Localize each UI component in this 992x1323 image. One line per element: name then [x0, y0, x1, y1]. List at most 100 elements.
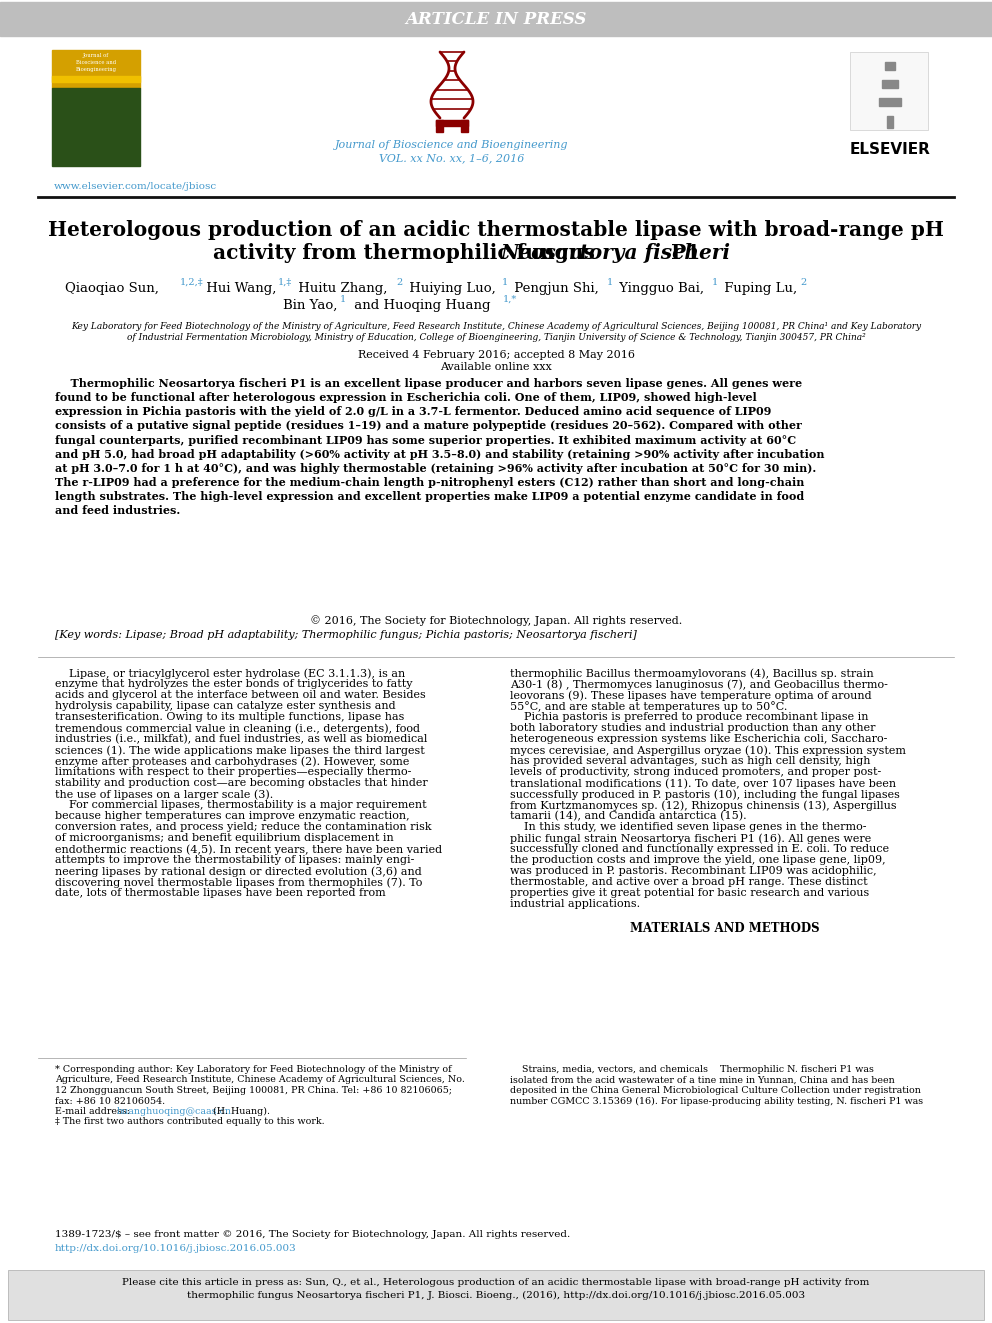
Text: tremendous commercial value in cleaning (i.e., detergents), food: tremendous commercial value in cleaning … — [55, 722, 420, 733]
Text: properties give it great potential for basic research and various: properties give it great potential for b… — [510, 888, 869, 898]
Bar — [885, 62, 895, 70]
Text: © 2016, The Society for Biotechnology, Japan. All rights reserved.: © 2016, The Society for Biotechnology, J… — [310, 615, 682, 626]
Text: ARTICLE IN PRESS: ARTICLE IN PRESS — [406, 11, 586, 28]
Text: Hui Wang,: Hui Wang, — [202, 282, 277, 295]
Bar — [879, 98, 901, 106]
Text: 2: 2 — [800, 278, 806, 287]
Text: VOL. xx No. xx, 1–6, 2016: VOL. xx No. xx, 1–6, 2016 — [379, 153, 525, 163]
Text: For commercial lipases, thermostability is a major requirement: For commercial lipases, thermostability … — [55, 800, 427, 810]
Text: thermophilic Bacillus thermoamylovorans (4), Bacillus sp. strain: thermophilic Bacillus thermoamylovorans … — [510, 668, 874, 679]
Text: ‡ The first two authors contributed equally to this work.: ‡ The first two authors contributed equa… — [55, 1118, 324, 1126]
Text: date, lots of thermostable lipases have been reported from: date, lots of thermostable lipases have … — [55, 888, 386, 898]
Text: A30-1 (8) , Thermomyces lanuginosus (7), and Geobacillus thermo-: A30-1 (8) , Thermomyces lanuginosus (7),… — [510, 679, 888, 689]
Text: http://dx.doi.org/10.1016/j.jbiosc.2016.05.003: http://dx.doi.org/10.1016/j.jbiosc.2016.… — [55, 1244, 297, 1253]
Text: 1: 1 — [502, 278, 508, 287]
Text: because higher temperatures can improve enzymatic reaction,: because higher temperatures can improve … — [55, 811, 410, 822]
Text: endothermic reactions (4,5). In recent years, there have been varied: endothermic reactions (4,5). In recent y… — [55, 844, 442, 855]
Text: www.elsevier.com/locate/jbiosc: www.elsevier.com/locate/jbiosc — [54, 183, 217, 191]
Text: both laboratory studies and industrial production than any other: both laboratory studies and industrial p… — [510, 722, 876, 733]
Text: tamarii (14), and Candida antarctica (15).: tamarii (14), and Candida antarctica (15… — [510, 811, 747, 822]
Text: 1,2,‡: 1,2,‡ — [180, 278, 203, 287]
Text: Journal of: Journal of — [83, 53, 109, 58]
Text: 1,‡: 1,‡ — [278, 278, 293, 287]
Text: MATERIALS AND METHODS: MATERIALS AND METHODS — [630, 922, 819, 935]
Text: hydrolysis capability, lipase can catalyze ester synthesis and: hydrolysis capability, lipase can cataly… — [55, 701, 396, 710]
Text: activity from thermophilic fungus: activity from thermophilic fungus — [213, 243, 602, 263]
Text: industrial applications.: industrial applications. — [510, 900, 640, 909]
Text: limitations with respect to their properties—especially thermo-: limitations with respect to their proper… — [55, 767, 412, 777]
Text: thermophilic fungus Neosartorya fischeri P1, J. Biosci. Bioeng., (2016), http://: thermophilic fungus Neosartorya fischeri… — [186, 1291, 806, 1301]
Text: neering lipases by rational design or directed evolution (3,6) and: neering lipases by rational design or di… — [55, 867, 422, 877]
Bar — [882, 79, 898, 89]
Text: of Industrial Fermentation Microbiology, Ministry of Education, College of Bioen: of Industrial Fermentation Microbiology,… — [127, 333, 865, 343]
Text: of microorganisms; and benefit equilibrium displacement in: of microorganisms; and benefit equilibri… — [55, 833, 394, 843]
Text: Pichia pastoris is preferred to produce recombinant lipase in: Pichia pastoris is preferred to produce … — [510, 712, 869, 722]
Bar — [887, 116, 893, 128]
Text: 55°C, and are stable at temperatures up to 50°C.: 55°C, and are stable at temperatures up … — [510, 701, 788, 712]
Text: the production costs and improve the yield, one lipase gene, lip09,: the production costs and improve the yie… — [510, 855, 886, 865]
Text: Huiying Luo,: Huiying Luo, — [405, 282, 496, 295]
Text: from Kurtzmanomyces sp. (12), Rhizopus chinensis (13), Aspergillus: from Kurtzmanomyces sp. (12), Rhizopus c… — [510, 800, 897, 811]
Text: sciences (1). The wide applications make lipases the third largest: sciences (1). The wide applications make… — [55, 745, 425, 755]
Text: conversion rates, and process yield; reduce the contamination risk: conversion rates, and process yield; red… — [55, 822, 432, 832]
Bar — [52, 50, 140, 89]
Text: Agriculture, Feed Research Institute, Chinese Academy of Agricultural Sciences, : Agriculture, Feed Research Institute, Ch… — [55, 1076, 465, 1085]
Text: successfully produced in P. pastoris (10), including the fungal lipases: successfully produced in P. pastoris (10… — [510, 789, 900, 799]
Text: successfully cloned and functionally expressed in E. coli. To reduce: successfully cloned and functionally exp… — [510, 844, 889, 855]
Text: has provided several advantages, such as high cell density, high: has provided several advantages, such as… — [510, 755, 871, 766]
Text: [Key words: Lipase; Broad pH adaptability; Thermophilic fungus; Pichia pastoris;: [Key words: Lipase; Broad pH adaptabilit… — [55, 630, 637, 640]
Text: discovering novel thermostable lipases from thermophiles (7). To: discovering novel thermostable lipases f… — [55, 877, 423, 888]
Text: Journal of Bioscience and Bioengineering: Journal of Bioscience and Bioengineering — [335, 140, 568, 149]
Text: Qiaoqiao Sun,: Qiaoqiao Sun, — [65, 282, 159, 295]
Text: stability and production cost—are becoming obstacles that hinder: stability and production cost—are becomi… — [55, 778, 428, 789]
Bar — [436, 120, 443, 132]
Text: thermostable, and active over a broad pH range. These distinct: thermostable, and active over a broad pH… — [510, 877, 868, 886]
Bar — [850, 52, 928, 130]
Text: enzyme after proteases and carbohydrases (2). However, some: enzyme after proteases and carbohydrases… — [55, 755, 410, 766]
Text: Bioengineering: Bioengineering — [75, 67, 116, 71]
Text: industries (i.e., milkfat), and fuel industries, as well as biomedical: industries (i.e., milkfat), and fuel ind… — [55, 734, 428, 745]
Text: levels of productivity, strong induced promoters, and proper post-: levels of productivity, strong induced p… — [510, 767, 881, 777]
Text: Strains, media, vectors, and chemicals    Thermophilic N. fischeri P1 was: Strains, media, vectors, and chemicals T… — [510, 1065, 874, 1074]
Text: enzyme that hydrolyzes the ester bonds of triglycerides to fatty: enzyme that hydrolyzes the ester bonds o… — [55, 679, 413, 689]
Bar — [0, 3, 992, 36]
Text: Heterologous production of an acidic thermostable lipase with broad-range pH: Heterologous production of an acidic the… — [48, 220, 944, 239]
Text: Neosartorya fischeri: Neosartorya fischeri — [501, 243, 731, 263]
Text: * Corresponding author: Key Laboratory for Feed Biotechnology of the Ministry of: * Corresponding author: Key Laboratory f… — [55, 1065, 451, 1074]
Text: fax: +86 10 82106054.: fax: +86 10 82106054. — [55, 1097, 165, 1106]
Text: ELSEVIER: ELSEVIER — [849, 142, 930, 157]
Bar — [52, 75, 140, 82]
Text: huanghuoqing@caas.cn: huanghuoqing@caas.cn — [117, 1107, 232, 1117]
Bar — [436, 120, 468, 126]
Text: Key Laboratory for Feed Biotechnology of the Ministry of Agriculture, Feed Resea: Key Laboratory for Feed Biotechnology of… — [71, 321, 921, 331]
Text: (H. Huang).: (H. Huang). — [210, 1107, 270, 1117]
Text: attempts to improve the thermostability of lipases: mainly engi-: attempts to improve the thermostability … — [55, 855, 415, 865]
Text: myces cerevisiae, and Aspergillus oryzae (10). This expression system: myces cerevisiae, and Aspergillus oryzae… — [510, 745, 906, 755]
Text: P1: P1 — [664, 243, 700, 263]
Text: 2: 2 — [396, 278, 402, 287]
Text: 12 Zhongguancun South Street, Beijing 100081, PR China. Tel: +86 10 82106065;: 12 Zhongguancun South Street, Beijing 10… — [55, 1086, 452, 1095]
Text: Received 4 February 2016; accepted 8 May 2016: Received 4 February 2016; accepted 8 May… — [357, 351, 635, 360]
Text: 1,*: 1,* — [503, 295, 517, 304]
Text: acids and glycerol at the interface between oil and water. Besides: acids and glycerol at the interface betw… — [55, 691, 426, 700]
Text: philic fungal strain Neosartorya fischeri P1 (16). All genes were: philic fungal strain Neosartorya fischer… — [510, 833, 871, 844]
Text: E-mail address:: E-mail address: — [55, 1107, 133, 1117]
Text: 1: 1 — [712, 278, 718, 287]
Text: translational modifications (11). To date, over 107 lipases have been: translational modifications (11). To dat… — [510, 778, 896, 789]
Text: 1: 1 — [607, 278, 613, 287]
Text: 1389-1723/$ – see front matter © 2016, The Society for Biotechnology, Japan. All: 1389-1723/$ – see front matter © 2016, T… — [55, 1230, 570, 1240]
Text: isolated from the acid wastewater of a tine mine in Yunnan, China and has been: isolated from the acid wastewater of a t… — [510, 1076, 895, 1085]
Text: Fuping Lu,: Fuping Lu, — [720, 282, 798, 295]
Text: In this study, we identified seven lipase genes in the thermo-: In this study, we identified seven lipas… — [510, 822, 866, 832]
Text: activity from thermophilic fungus                                P1: activity from thermophilic fungus P1 — [179, 243, 813, 263]
Text: leovorans (9). These lipases have temperature optima of around: leovorans (9). These lipases have temper… — [510, 691, 872, 701]
Text: and Huoqing Huang: and Huoqing Huang — [350, 299, 490, 312]
Text: 1: 1 — [340, 295, 346, 304]
Text: Thermophilic Neosartorya fischeri P1 is an excellent lipase producer and harbors: Thermophilic Neosartorya fischeri P1 is … — [55, 378, 824, 516]
Text: deposited in the China General Microbiological Culture Collection under registra: deposited in the China General Microbiol… — [510, 1086, 921, 1095]
Bar — [52, 89, 140, 165]
Text: Pengjun Shi,: Pengjun Shi, — [510, 282, 599, 295]
Text: Bin Yao,: Bin Yao, — [283, 299, 337, 312]
Text: transesterification. Owing to its multiple functions, lipase has: transesterification. Owing to its multip… — [55, 712, 405, 722]
Bar — [8, 1270, 984, 1320]
